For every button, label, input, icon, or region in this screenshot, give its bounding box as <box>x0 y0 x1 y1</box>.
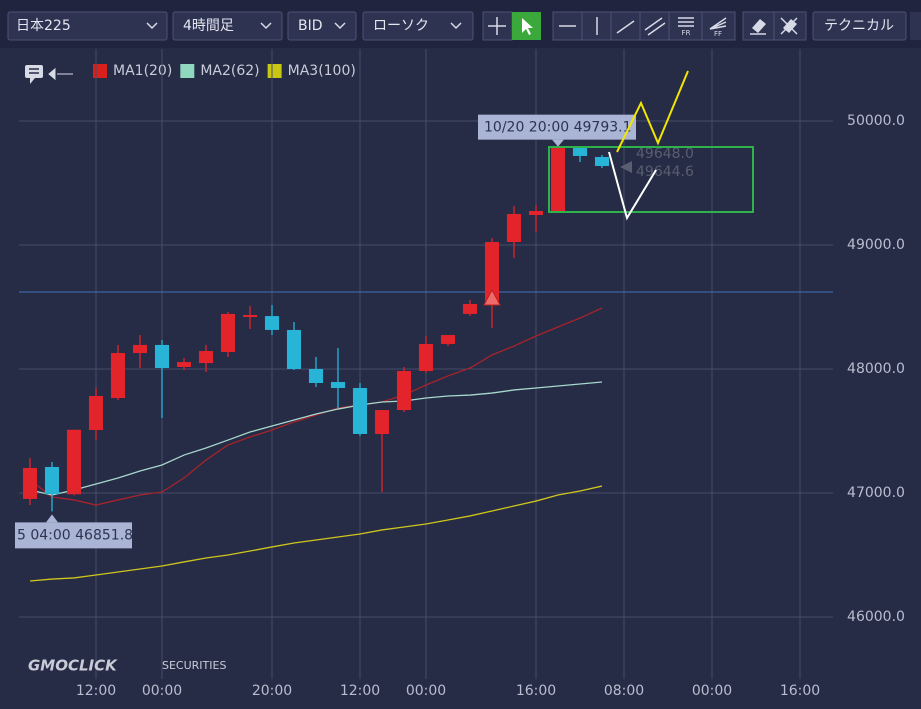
timeframe-select[interactable]: 4時間足 <box>172 11 283 41</box>
x-tick-label: 16:00 <box>780 683 820 699</box>
legend-label: MA1(20) <box>113 63 172 79</box>
x-tick-label: 16:00 <box>516 683 556 699</box>
cursor-button[interactable] <box>512 12 541 40</box>
timeframe[interactable]: 4時間足 <box>183 18 234 34</box>
vline-tool[interactable] <box>581 11 612 41</box>
x-tick-label: 00:00 <box>406 683 446 699</box>
trendline-tool[interactable] <box>610 11 641 41</box>
fibonacci-fan-tool[interactable]: FF <box>701 11 736 41</box>
logo-suffix: SECURITIES <box>162 659 226 672</box>
price-side-select[interactable]: BID <box>287 11 357 41</box>
candle-body <box>374 410 390 434</box>
highlight-box <box>548 146 754 213</box>
white-sketch <box>608 151 657 221</box>
candle-body <box>594 156 610 167</box>
candle-body <box>550 148 566 212</box>
legend: MA1(20) MA2(62) MA3(100) <box>93 63 356 79</box>
x-tick-label: 12:00 <box>340 683 380 699</box>
candle-body <box>154 344 170 369</box>
moving-average-line <box>29 485 603 582</box>
candle-body <box>66 429 82 495</box>
x-tick-label: 00:00 <box>692 683 732 699</box>
svg-text:FR: FR <box>682 29 691 37</box>
x-tick-label: 12:00 <box>76 683 116 699</box>
price-pointer <box>620 161 632 173</box>
logo: GMOCLICK SECURITIES <box>28 657 226 675</box>
channel-tool[interactable] <box>639 11 670 41</box>
symbol-select[interactable]: 日本225 <box>7 11 168 41</box>
candle-body <box>484 242 500 305</box>
legend-swatch <box>267 64 282 78</box>
y-tick-label: 49000.0 <box>847 237 905 253</box>
current-marker <box>483 288 501 306</box>
symbol[interactable]: 日本225 <box>16 18 71 34</box>
price-label: 49648.0 <box>636 146 694 162</box>
svg-text:FF: FF <box>714 30 722 38</box>
candle-body <box>132 344 148 354</box>
technical[interactable]: テクニカル <box>824 18 894 34</box>
erase-all-button[interactable] <box>773 11 807 41</box>
high-label-pointer <box>552 139 564 147</box>
eraser-button[interactable] <box>742 11 775 41</box>
legend-label: MA3(100) <box>288 63 356 79</box>
candle-body <box>396 370 412 411</box>
candle-body <box>572 148 588 156</box>
candle-body <box>198 351 214 364</box>
candle-body <box>44 466 60 494</box>
yellow-sketch <box>616 70 689 153</box>
legend-swatch <box>93 64 107 78</box>
y-tick-label: 48000.0 <box>847 361 905 377</box>
crosshair-button[interactable] <box>482 11 513 41</box>
y-tick-label: 47000.0 <box>847 485 905 501</box>
chart-style[interactable]: ローソク <box>373 18 429 34</box>
moving-average-line <box>29 307 603 506</box>
candle-body <box>308 369 324 384</box>
candle-body <box>22 467 38 499</box>
legend-label: MA2(62) <box>200 63 259 79</box>
drawings <box>548 70 754 221</box>
price-side[interactable]: BID <box>298 18 323 34</box>
price-label: 49644.6 <box>636 164 694 180</box>
candle-body <box>462 304 478 314</box>
hline-tool[interactable] <box>552 11 583 41</box>
fibonacci-retracement-tool[interactable]: FR <box>668 11 703 41</box>
candle-body <box>264 316 280 330</box>
candle-body <box>286 329 302 369</box>
candle-body <box>330 382 346 388</box>
moving-average-line <box>29 381 603 496</box>
technical-button[interactable]: テクニカル <box>812 11 907 41</box>
logo-brand: GMOCLICK <box>28 657 118 675</box>
plot-area: 46000.0 47000.0 48000.0 49000.0 50000.0 12:00… <box>15 49 905 699</box>
x-tick-label: 08:00 <box>604 683 644 699</box>
candle-body <box>352 387 368 434</box>
x-tick-label: 20:00 <box>252 683 292 699</box>
y-tick-label: 50000.0 <box>847 113 905 129</box>
x-tick-label: 00:00 <box>142 683 182 699</box>
candle-body <box>506 214 522 243</box>
chart-style-select[interactable]: ローソク <box>362 11 474 41</box>
legend-toggle[interactable] <box>25 65 73 84</box>
candle-body <box>418 343 434 371</box>
candle-body <box>440 335 456 344</box>
legend-swatch <box>180 64 195 78</box>
high-label-box <box>478 114 636 140</box>
low-label-box <box>15 522 132 549</box>
high-label: 10/20 20:00 49793.1 <box>484 120 632 136</box>
candle-body <box>242 315 258 318</box>
candle-body <box>528 211 544 215</box>
y-tick-label: 46000.0 <box>847 609 905 625</box>
low-label-pointer <box>46 514 58 523</box>
candle-body <box>110 353 126 399</box>
candle-body <box>88 396 104 431</box>
low-label: 5 04:00 46851.8 <box>17 527 133 543</box>
candle-body <box>220 313 236 353</box>
toolbar-overflow <box>910 12 921 40</box>
candle-body <box>176 362 192 368</box>
